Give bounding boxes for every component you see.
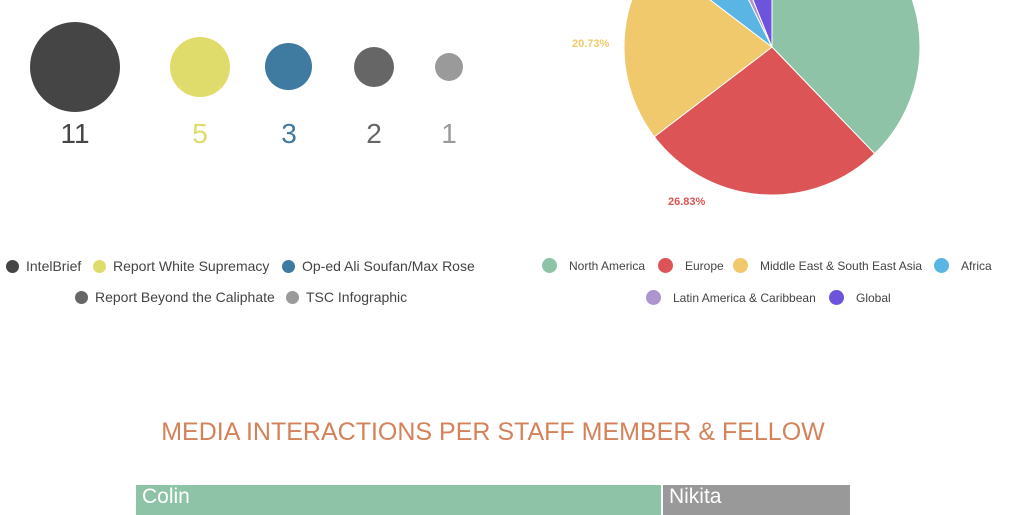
legend-swatch — [934, 258, 949, 273]
legend-label: Report Beyond the Caliphate — [95, 289, 275, 305]
legend-label: Europe — [685, 258, 724, 273]
bar-label: Nikita — [668, 485, 722, 508]
bar-segment: Colin — [136, 485, 661, 515]
legend-item: Report White Supremacy — [93, 258, 269, 274]
legend-swatch — [542, 258, 557, 273]
legend-swatch — [93, 259, 106, 273]
bubble — [30, 22, 120, 112]
legend-item: IntelBrief — [6, 258, 81, 274]
bubble-value: 2 — [366, 118, 382, 149]
legend-label: Op-ed Ali Soufan/Max Rose — [302, 258, 475, 274]
legend-swatch — [733, 258, 748, 273]
pie-chart: 26.83% 20.73% — [572, 0, 921, 208]
bar-segment: Nikita — [662, 485, 850, 515]
legend-item: Middle East & South East Asia — [733, 258, 922, 273]
legend-item: Op-ed Ali Soufan/Max Rose — [282, 258, 475, 274]
legend-label: Middle East & South East Asia — [760, 258, 923, 273]
bubble — [169, 36, 231, 98]
pie-data-label: 20.73% — [572, 38, 610, 50]
bubble-value: 11 — [60, 118, 90, 149]
bubble — [434, 52, 464, 82]
legend-item: Latin America & Caribbean — [646, 290, 816, 305]
legend-item: Global — [829, 290, 891, 305]
pie-slice — [623, 0, 773, 138]
bubble — [353, 46, 395, 88]
bar-label: Colin — [142, 485, 190, 508]
legend-label: IntelBrief — [26, 258, 82, 274]
legend-item: Europe — [658, 258, 724, 273]
legend-label: Report White Supremacy — [113, 258, 270, 274]
legend-swatch — [282, 259, 295, 273]
pie-slice — [653, 46, 876, 196]
chart-title: MEDIA INTERACTIONS PER STAFF MEMBER & FE… — [161, 418, 825, 446]
legend-label: Latin America & Caribbean — [673, 290, 816, 305]
legend-item: TSC Infographic — [286, 289, 407, 305]
legend-swatch — [6, 259, 19, 273]
bubble-value: 3 — [281, 118, 297, 149]
legend-label: TSC Infographic — [306, 289, 408, 305]
legend-label: North America — [569, 258, 646, 273]
pie-slice — [709, 0, 773, 48]
legend-swatch — [75, 290, 88, 304]
legend-label: Global — [856, 290, 891, 305]
bubble — [265, 43, 313, 91]
legend-swatch — [829, 290, 844, 305]
pie-slice — [771, 0, 921, 155]
legend-label: Africa — [961, 258, 992, 273]
legend-item: North America — [542, 258, 645, 273]
legend-swatch — [286, 290, 299, 304]
legend-swatch — [658, 258, 673, 273]
legend-item: Report Beyond the Caliphate — [75, 289, 275, 305]
legend-swatch — [646, 290, 661, 305]
bubble-value: 5 — [192, 118, 208, 149]
legend-item: Africa — [934, 258, 992, 273]
bubble-value: 1 — [441, 118, 457, 149]
pie-data-label: 26.83% — [668, 196, 706, 208]
pie-slice — [752, 0, 773, 48]
